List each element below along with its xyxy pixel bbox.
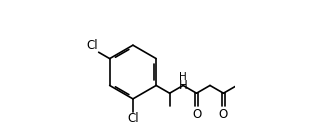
Text: H: H bbox=[179, 72, 187, 82]
Text: O: O bbox=[219, 108, 228, 121]
Text: H: H bbox=[179, 79, 188, 92]
Text: Cl: Cl bbox=[127, 112, 139, 125]
Text: O: O bbox=[192, 108, 201, 121]
Text: Cl: Cl bbox=[86, 38, 98, 52]
